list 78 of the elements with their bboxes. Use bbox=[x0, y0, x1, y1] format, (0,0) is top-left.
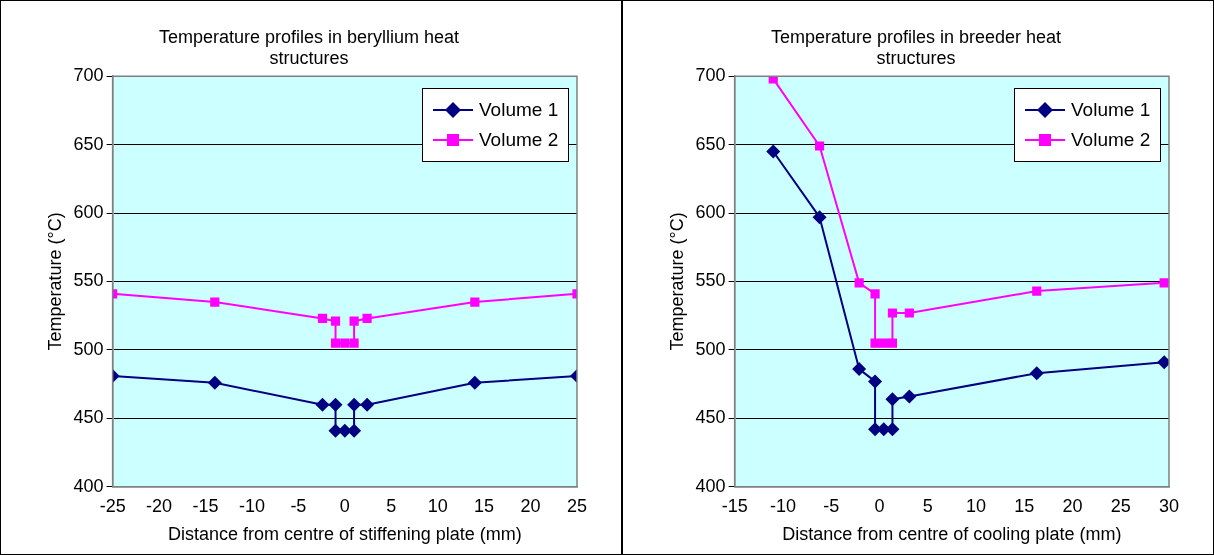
point bbox=[904, 308, 914, 318]
point bbox=[470, 297, 480, 307]
point bbox=[347, 397, 362, 412]
x-tick-label: 10 bbox=[427, 495, 448, 516]
y-tick-label: 650 bbox=[73, 133, 104, 154]
point bbox=[766, 144, 781, 159]
x-tick-label: 25 bbox=[1110, 495, 1131, 516]
x-tick-label: 15 bbox=[1014, 495, 1035, 516]
y-tick-label: 600 bbox=[695, 202, 726, 223]
x-tick-label: -10 bbox=[769, 495, 796, 516]
point bbox=[1029, 366, 1044, 381]
point bbox=[349, 338, 359, 348]
point bbox=[812, 210, 827, 225]
chart-title: Temperature profiles in breeder heat structures bbox=[770, 26, 1062, 69]
x-tick-label: 5 bbox=[922, 495, 933, 516]
point bbox=[854, 278, 864, 288]
point bbox=[315, 397, 330, 412]
x-tick-label: 30 bbox=[1158, 495, 1180, 516]
y-tick-label: 550 bbox=[695, 270, 726, 291]
x-tick-label: 10 bbox=[965, 495, 986, 516]
chart-title: Temperature profiles in beryllium heat structures bbox=[158, 26, 460, 69]
point bbox=[902, 389, 917, 404]
point bbox=[870, 289, 880, 299]
x-tick-label: -20 bbox=[146, 495, 173, 516]
y-axis-title: Temperature (°C) bbox=[666, 212, 687, 351]
point bbox=[347, 423, 362, 438]
y-tick-label: 400 bbox=[73, 475, 104, 496]
point bbox=[814, 141, 825, 151]
x-tick-label: 0 bbox=[339, 495, 350, 516]
point bbox=[330, 338, 341, 348]
y-axis-title: Temperature (°C) bbox=[44, 212, 65, 351]
point bbox=[868, 374, 883, 389]
point bbox=[887, 338, 898, 348]
y-tick-label: 450 bbox=[695, 407, 726, 428]
point bbox=[362, 313, 372, 324]
x-axis-title: Distance from centre of stiffening plate (mm) bbox=[167, 524, 522, 545]
x-tick-label: 5 bbox=[386, 495, 397, 516]
y-tick-label: 500 bbox=[73, 338, 104, 359]
point bbox=[852, 362, 867, 377]
x-tick-label: 20 bbox=[520, 495, 541, 516]
y-tick-label: 600 bbox=[73, 202, 104, 223]
legend-label: Volume 2 bbox=[479, 129, 559, 152]
y-tick-label: 500 bbox=[695, 338, 726, 359]
point bbox=[885, 392, 900, 407]
x-tick-label: -15 bbox=[192, 495, 219, 516]
point bbox=[870, 338, 880, 348]
x-tick-label: 25 bbox=[566, 495, 588, 516]
point bbox=[887, 308, 898, 318]
point bbox=[328, 397, 343, 412]
point bbox=[360, 397, 375, 412]
point bbox=[340, 338, 350, 348]
x-tick-label: -10 bbox=[238, 495, 265, 516]
point bbox=[330, 316, 341, 326]
x-tick-label: -5 bbox=[823, 495, 840, 516]
y-tick-label: 450 bbox=[73, 407, 104, 428]
x-tick-label: -15 bbox=[721, 495, 748, 516]
point bbox=[349, 316, 359, 326]
point bbox=[207, 375, 222, 390]
x-tick-label: -25 bbox=[99, 495, 126, 516]
point bbox=[879, 338, 889, 348]
legend-label: Volume 2 bbox=[1071, 129, 1151, 152]
x-axis-title: Distance from centre of cooling plate (mm) bbox=[782, 524, 1122, 545]
point bbox=[1032, 286, 1042, 296]
legend-label: Volume 1 bbox=[479, 99, 559, 122]
point bbox=[768, 76, 778, 84]
x-tick-label: 20 bbox=[1062, 495, 1083, 516]
x-tick-label: 15 bbox=[474, 495, 495, 516]
x-tick-label: -5 bbox=[290, 495, 307, 516]
y-tick-label: 400 bbox=[695, 475, 726, 496]
y-tick-label: 700 bbox=[695, 65, 726, 86]
y-tick-label: 700 bbox=[73, 65, 104, 86]
y-tick-label: 550 bbox=[73, 270, 104, 291]
point bbox=[210, 297, 220, 307]
y-tick-label: 650 bbox=[695, 133, 726, 154]
x-tick-label: 0 bbox=[874, 495, 885, 516]
legend-label: Volume 1 bbox=[1071, 99, 1151, 122]
point bbox=[467, 375, 482, 390]
point bbox=[317, 313, 328, 324]
